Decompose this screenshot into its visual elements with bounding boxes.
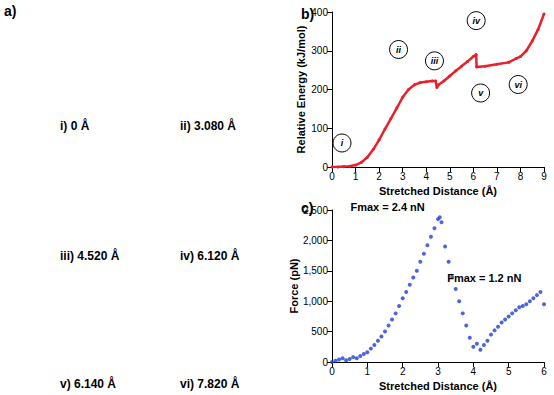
svg-text:300: 300 bbox=[311, 45, 328, 56]
svg-text:iii: iii bbox=[431, 56, 439, 66]
svg-text:0: 0 bbox=[322, 357, 328, 368]
svg-text:0: 0 bbox=[329, 171, 335, 182]
svg-text:Fmax = 2.4 nN: Fmax = 2.4 nN bbox=[350, 201, 424, 213]
svg-text:2,500: 2,500 bbox=[303, 204, 328, 216]
svg-text:5: 5 bbox=[506, 366, 512, 377]
svg-text:9: 9 bbox=[541, 171, 547, 182]
svg-text:2: 2 bbox=[400, 366, 406, 377]
svg-text:v: v bbox=[478, 88, 484, 98]
svg-text:ii: ii bbox=[396, 45, 402, 55]
svg-text:4: 4 bbox=[471, 366, 477, 377]
svg-text:100: 100 bbox=[311, 123, 328, 134]
svg-text:v) 6.140 Å: v) 6.140 Å bbox=[60, 376, 116, 391]
svg-text:iv) 6.120 Å: iv) 6.120 Å bbox=[180, 248, 240, 263]
svg-text:Stretched Distance (Å): Stretched Distance (Å) bbox=[379, 380, 497, 392]
svg-text:ii) 3.080 Å: ii) 3.080 Å bbox=[180, 118, 236, 133]
svg-text:a): a) bbox=[4, 3, 16, 19]
svg-text:1,000: 1,000 bbox=[303, 296, 328, 307]
svg-text:6: 6 bbox=[471, 171, 477, 182]
svg-text:200: 200 bbox=[311, 84, 328, 95]
svg-text:Fmax = 1.2 nN: Fmax = 1.2 nN bbox=[447, 272, 521, 284]
svg-text:2: 2 bbox=[376, 171, 382, 182]
svg-text:Stretched Distance (Å): Stretched Distance (Å) bbox=[379, 185, 497, 197]
svg-text:8: 8 bbox=[518, 171, 524, 182]
svg-text:vi) 7.820 Å: vi) 7.820 Å bbox=[180, 376, 240, 391]
svg-text:4: 4 bbox=[423, 171, 429, 182]
svg-text:iii) 4.520 Å: iii) 4.520 Å bbox=[60, 248, 120, 263]
svg-text:1: 1 bbox=[365, 366, 371, 377]
svg-text:1: 1 bbox=[353, 171, 359, 182]
svg-text:2,000: 2,000 bbox=[303, 235, 328, 246]
svg-text:3: 3 bbox=[435, 366, 441, 377]
svg-text:0: 0 bbox=[322, 162, 328, 173]
svg-text:Relative Energy (kJ/mol): Relative Energy (kJ/mol) bbox=[295, 25, 307, 153]
svg-text:1,500: 1,500 bbox=[303, 265, 328, 276]
svg-text:iv: iv bbox=[472, 16, 481, 26]
svg-text:i: i bbox=[341, 138, 344, 148]
svg-text:7: 7 bbox=[494, 171, 500, 182]
svg-text:3: 3 bbox=[400, 171, 406, 182]
svg-text:i) 0 Å: i) 0 Å bbox=[60, 118, 90, 133]
svg-text:Force (pN): Force (pN) bbox=[288, 258, 300, 313]
svg-text:6: 6 bbox=[541, 366, 547, 377]
svg-text:b): b) bbox=[301, 6, 314, 22]
svg-text:500: 500 bbox=[311, 326, 328, 337]
svg-text:c): c) bbox=[301, 200, 313, 216]
svg-text:vi: vi bbox=[514, 80, 522, 90]
svg-text:0: 0 bbox=[329, 366, 335, 377]
svg-text:400: 400 bbox=[311, 6, 328, 18]
svg-text:5: 5 bbox=[447, 171, 453, 182]
